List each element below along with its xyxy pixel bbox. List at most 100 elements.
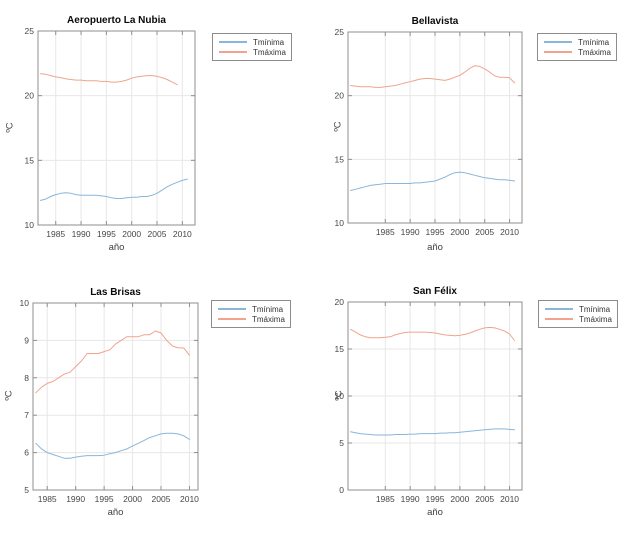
y-tick-label: 20	[335, 91, 345, 101]
x-tick-label: 2010	[173, 229, 192, 239]
tminima-line-swatch	[544, 41, 572, 43]
subplot-title: San Félix	[413, 286, 457, 297]
series-line-tmaxima	[35, 330, 190, 394]
tmaxima-line-swatch	[218, 318, 246, 320]
y-tick-label: 25	[25, 26, 35, 36]
x-tick-label: 2000	[122, 229, 141, 239]
x-tick-label: 1985	[38, 494, 57, 504]
x-axis-label: año	[427, 242, 443, 253]
legend-entry-tmaxima: Tmáxima	[219, 47, 286, 57]
x-tick-label: 2005	[152, 494, 171, 504]
y-tick-label: 9	[24, 335, 29, 345]
subplot-bellavista: 1985 1990 1995 2000 2005 2010 10 15 20 25 Bellavi…	[312, 0, 624, 269]
x-tick-label: 1985	[376, 227, 395, 237]
san-felix-chart: 1985 1990 1995 2000 2005 2010 0 5 10 15 20	[335, 297, 523, 504]
y-tick-label: 6	[24, 448, 29, 458]
tminima-line-swatch	[219, 41, 247, 43]
tminima-line-swatch	[218, 308, 246, 310]
y-tick-label: 10	[20, 298, 30, 308]
y-tick-label: 0	[339, 485, 344, 495]
y-tick-label: 20	[25, 91, 35, 101]
x-tick-label: 2010	[180, 494, 199, 504]
legend: Tmínima Tmáxima	[538, 300, 618, 328]
series-line-tminima	[35, 432, 190, 459]
legend-entry-tminima: Tmínima	[545, 304, 612, 314]
series-line-tmaxima	[40, 73, 178, 86]
x-tick-label: 2005	[475, 494, 494, 504]
x-tick-label: 2000	[450, 227, 469, 237]
y-tick-label: 8	[24, 373, 29, 383]
x-tick-label: 2005	[148, 229, 167, 239]
y-tick-label: 15	[335, 344, 345, 354]
las-brisas-chart: 1985 1990 1995 2000 2005 2010 5 6 7 8 9 10	[20, 298, 200, 504]
x-tick-label: 1995	[97, 229, 116, 239]
x-tick-label: 1990	[401, 227, 420, 237]
y-tick-label: 5	[24, 485, 29, 495]
y-axis-label: ºC	[4, 122, 16, 133]
tmaxima-line-swatch	[219, 51, 247, 53]
subplot-las-brisas: 1985 1990 1995 2000 2005 2010 5 6 7 8 9 10 Las Bris…	[0, 269, 312, 538]
x-tick-label: 1990	[72, 229, 91, 239]
legend-entry-tminima: Tmínima	[218, 304, 285, 314]
y-tick-label: 25	[335, 27, 345, 37]
x-tick-label: 1995	[426, 227, 445, 237]
series-line-tminima	[350, 428, 515, 436]
y-tick-label: 20	[335, 297, 345, 307]
legend: Tmínima Tmáxima	[212, 33, 292, 61]
series-line-tminima	[40, 178, 188, 201]
legend-label: Tmínima	[579, 304, 611, 314]
subplot-title: Aeropuerto La Nubia	[67, 15, 166, 26]
y-tick-label: 7	[24, 410, 29, 420]
y-tick-label: 5	[339, 438, 344, 448]
x-axis-label: año	[427, 507, 443, 518]
y-tick-label: 15	[335, 154, 345, 164]
series-line-tmaxima	[350, 326, 515, 341]
subplot-aeropuerto-la-nubia: 1985 1990 1995 2000 2005 2010 10 15 20 25 Aeropue…	[0, 0, 312, 269]
y-tick-label: 10	[335, 218, 345, 228]
x-tick-label: 2010	[500, 494, 519, 504]
x-tick-label: 1985	[46, 229, 65, 239]
y-tick-label: 10	[335, 391, 345, 401]
y-axis-label: ºC	[332, 121, 344, 132]
legend: Tmínima Tmáxima	[537, 33, 617, 61]
x-tick-label: 2000	[450, 494, 469, 504]
legend-entry-tminima: Tmínima	[219, 37, 286, 47]
legend-label: Tmínima	[578, 37, 610, 47]
tminima-line-swatch	[545, 308, 573, 310]
x-tick-label: 1990	[66, 494, 85, 504]
legend-entry-tminima: Tmínima	[544, 37, 611, 47]
y-axis-label: ºC	[333, 390, 345, 401]
legend-label: Tmáxima	[578, 47, 611, 57]
legend-label: Tmáxima	[252, 314, 285, 324]
axes-box	[32, 302, 199, 491]
x-tick-label: 1995	[426, 494, 445, 504]
x-tick-label: 2005	[475, 227, 494, 237]
series-line-tmaxima	[350, 65, 515, 88]
x-tick-label: 1995	[95, 494, 114, 504]
legend-label: Tmáxima	[579, 314, 612, 324]
subplot-title: Las Brisas	[90, 287, 141, 298]
x-tick-label: 2010	[500, 227, 519, 237]
y-tick-label: 15	[25, 155, 35, 165]
legend: Tmínima Tmáxima	[211, 300, 291, 328]
subplot-title: Bellavista	[411, 16, 459, 27]
x-tick-label: 1985	[376, 494, 395, 504]
x-tick-label: 2000	[123, 494, 142, 504]
axes-box	[37, 30, 196, 226]
legend-label: Tmínima	[252, 304, 284, 314]
tmaxima-line-swatch	[545, 318, 573, 320]
y-tick-label: 10	[25, 220, 35, 230]
tmaxima-line-swatch	[544, 51, 572, 53]
x-axis-label: año	[107, 507, 124, 518]
legend-entry-tmaxima: Tmáxima	[545, 314, 612, 324]
legend-entry-tmaxima: Tmáxima	[544, 47, 611, 57]
series-line-tminima	[350, 171, 515, 191]
x-tick-label: 1990	[401, 494, 420, 504]
legend-entry-tmaxima: Tmáxima	[218, 314, 285, 324]
subplot-san-felix: 1985 1990 1995 2000 2005 2010 0 5 10 15 20 San Fél…	[312, 269, 624, 538]
x-axis-label: año	[108, 242, 125, 253]
legend-label: Tmínima	[253, 37, 285, 47]
